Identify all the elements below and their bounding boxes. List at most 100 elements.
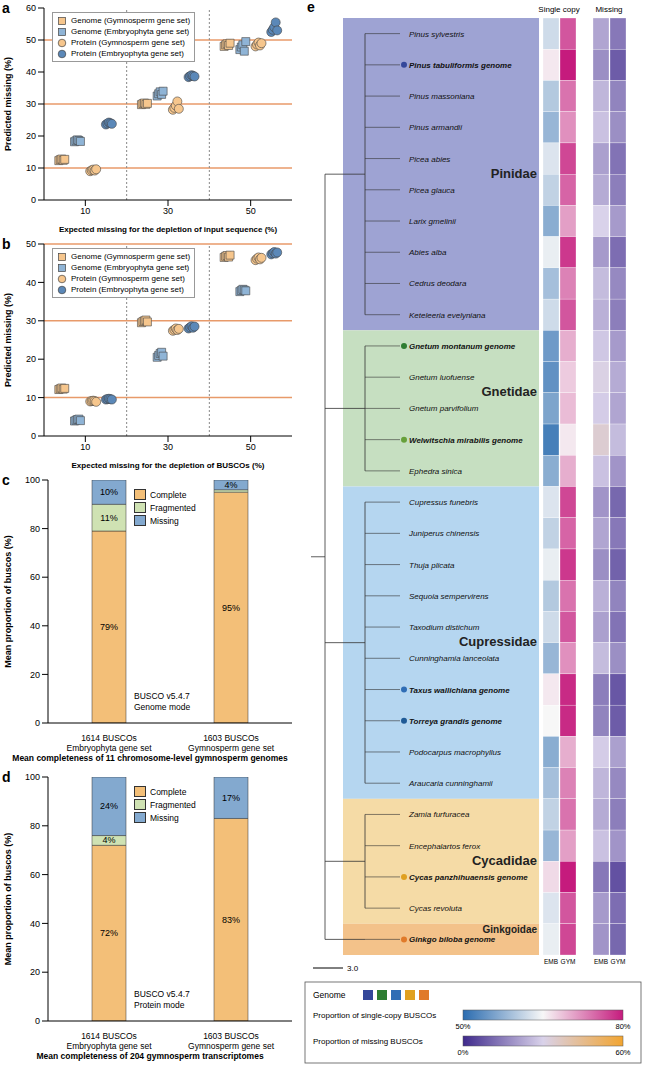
svg-text:50: 50 xyxy=(26,239,36,249)
svg-text:Thuja plicata: Thuja plicata xyxy=(409,561,455,570)
svg-text:Predicted missing (%): Predicted missing (%) xyxy=(8,57,13,151)
svg-text:20: 20 xyxy=(30,967,40,977)
svg-text:Cunninghamia lanceolata: Cunninghamia lanceolata xyxy=(409,654,500,663)
svg-text:Embryophyta gene set: Embryophyta gene set xyxy=(66,1041,152,1051)
svg-text:10: 10 xyxy=(80,206,90,216)
svg-text:Cupressus funebris: Cupressus funebris xyxy=(409,498,478,507)
svg-text:Ginkgoidae: Ginkgoidae xyxy=(483,924,538,935)
svg-text:50: 50 xyxy=(26,35,36,45)
svg-text:Gnetidae: Gnetidae xyxy=(481,384,537,399)
svg-text:Pinus armandii: Pinus armandii xyxy=(409,123,462,132)
svg-text:0%: 0% xyxy=(458,1048,469,1057)
svg-text:40: 40 xyxy=(26,278,36,288)
svg-text:24%: 24% xyxy=(100,801,118,811)
svg-text:4%: 4% xyxy=(224,480,237,490)
svg-text:EMB: EMB xyxy=(544,958,558,965)
svg-text:60: 60 xyxy=(30,572,40,582)
svg-text:Pinus sylvestris: Pinus sylvestris xyxy=(409,30,464,39)
svg-text:Ginkgo biloba genome: Ginkgo biloba genome xyxy=(409,935,496,944)
svg-text:Proportion of missing BUSCOs: Proportion of missing BUSCOs xyxy=(313,1037,423,1046)
svg-text:60: 60 xyxy=(26,3,36,13)
svg-text:Gnetum montanum genome: Gnetum montanum genome xyxy=(409,342,516,351)
svg-text:Taxus wallichiana genome: Taxus wallichiana genome xyxy=(409,686,510,695)
svg-text:Gnetum parvifolium: Gnetum parvifolium xyxy=(409,404,479,413)
svg-text:Predicted missing (%): Predicted missing (%) xyxy=(8,293,13,387)
svg-text:80: 80 xyxy=(30,821,40,831)
svg-text:Larix gmelinii: Larix gmelinii xyxy=(409,217,456,226)
svg-text:0: 0 xyxy=(35,1016,40,1026)
svg-text:Gymnosperm gene set: Gymnosperm gene set xyxy=(188,743,275,753)
svg-text:Pinus massoniana: Pinus massoniana xyxy=(409,92,475,101)
svg-text:3.0: 3.0 xyxy=(347,964,359,973)
svg-text:Expected missing for the deple: Expected missing for the depletion of BU… xyxy=(72,461,265,470)
svg-text:EMB: EMB xyxy=(594,958,608,965)
svg-text:30: 30 xyxy=(26,99,36,109)
svg-text:Sequoia sempervirens: Sequoia sempervirens xyxy=(409,592,489,601)
svg-text:10%: 10% xyxy=(100,487,118,497)
svg-text:GYM: GYM xyxy=(561,958,576,965)
svg-text:50: 50 xyxy=(246,442,256,452)
svg-text:10: 10 xyxy=(80,442,90,452)
svg-text:100: 100 xyxy=(25,772,40,782)
svg-text:Keteleeria evelyniana: Keteleeria evelyniana xyxy=(409,311,486,320)
svg-text:Mean proportion of buscos (%): Mean proportion of buscos (%) xyxy=(8,535,13,668)
svg-text:80%: 80% xyxy=(615,1022,630,1031)
svg-text:20: 20 xyxy=(26,131,36,141)
svg-text:Ephedra sinica: Ephedra sinica xyxy=(409,467,462,476)
svg-text:Proportion of single-copy BUSC: Proportion of single-copy BUSCOs xyxy=(313,1011,436,1020)
svg-text:40: 40 xyxy=(26,67,36,77)
svg-text:1603 BUSCOs: 1603 BUSCOs xyxy=(203,1031,259,1041)
svg-text:72%: 72% xyxy=(100,928,118,938)
svg-text:17%: 17% xyxy=(222,793,240,803)
svg-text:Expected missing for the deple: Expected missing for the depletion of in… xyxy=(59,225,278,234)
svg-text:Welwitschia mirabilis genome: Welwitschia mirabilis genome xyxy=(409,436,523,445)
svg-text:Abies alba: Abies alba xyxy=(408,248,447,257)
svg-text:30: 30 xyxy=(26,316,36,326)
svg-text:40: 40 xyxy=(30,919,40,929)
svg-text:0: 0 xyxy=(35,718,40,728)
svg-text:Encephalartos ferox: Encephalartos ferox xyxy=(409,842,481,851)
svg-text:Picea abies: Picea abies xyxy=(409,155,450,164)
svg-text:1614 BUSCOs: 1614 BUSCOs xyxy=(81,733,137,743)
svg-text:Araucaria cunninghamii: Araucaria cunninghamii xyxy=(408,779,493,788)
svg-text:11%: 11% xyxy=(100,513,117,523)
svg-text:Mean proportion of buscos (%): Mean proportion of buscos (%) xyxy=(8,833,13,966)
svg-text:Pinidae: Pinidae xyxy=(491,166,537,181)
svg-text:Torreya grandis genome: Torreya grandis genome xyxy=(409,717,503,726)
svg-text:83%: 83% xyxy=(222,915,240,925)
svg-text:Taxodium distichum: Taxodium distichum xyxy=(409,623,480,632)
svg-text:30: 30 xyxy=(163,442,173,452)
svg-text:20: 20 xyxy=(30,670,40,680)
svg-text:Gymnosperm gene set: Gymnosperm gene set xyxy=(188,1041,275,1051)
svg-text:4%: 4% xyxy=(102,835,115,845)
svg-text:Cycas panzhihuaensis genome: Cycas panzhihuaensis genome xyxy=(409,873,528,882)
svg-text:50%: 50% xyxy=(455,1022,470,1031)
svg-text:30: 30 xyxy=(163,206,173,216)
svg-text:Picea glauca: Picea glauca xyxy=(409,186,455,195)
svg-text:20: 20 xyxy=(26,354,36,364)
svg-text:Zamia furfuracea: Zamia furfuracea xyxy=(408,810,470,819)
svg-text:Juniperus chinensis: Juniperus chinensis xyxy=(408,529,479,538)
svg-text:50: 50 xyxy=(246,206,256,216)
svg-text:Cycadidae: Cycadidae xyxy=(472,853,537,868)
svg-text:100: 100 xyxy=(25,475,40,485)
svg-text:Genome: Genome xyxy=(313,990,346,1000)
svg-text:95%: 95% xyxy=(222,603,240,613)
svg-text:0: 0 xyxy=(31,431,36,441)
svg-text:e: e xyxy=(307,0,315,15)
svg-text:40: 40 xyxy=(30,621,40,631)
svg-text:10: 10 xyxy=(26,163,36,173)
svg-text:Pinus tabuliformis genome: Pinus tabuliformis genome xyxy=(409,61,512,70)
svg-text:80: 80 xyxy=(30,524,40,534)
svg-text:Cedrus deodara: Cedrus deodara xyxy=(409,279,467,288)
svg-text:10: 10 xyxy=(26,393,36,403)
svg-text:1603 BUSCOs: 1603 BUSCOs xyxy=(203,733,259,743)
svg-text:Single copy: Single copy xyxy=(538,5,579,14)
svg-text:Gnetum luofuense: Gnetum luofuense xyxy=(409,373,475,382)
svg-text:60: 60 xyxy=(30,870,40,880)
svg-text:Missing: Missing xyxy=(595,5,622,14)
svg-text:Embryophyta gene set: Embryophyta gene set xyxy=(66,743,152,753)
svg-text:Cycas revoluta: Cycas revoluta xyxy=(409,904,462,913)
svg-text:0: 0 xyxy=(31,195,36,205)
svg-text:60%: 60% xyxy=(615,1048,630,1057)
